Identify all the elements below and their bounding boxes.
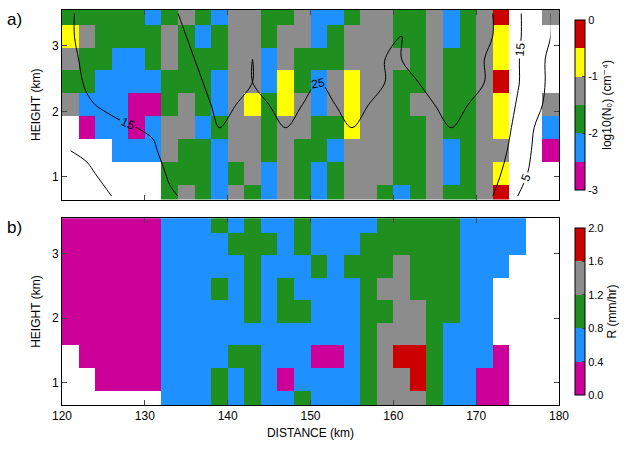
- svg-text:1.6: 1.6: [588, 255, 603, 267]
- svg-text:130: 130: [135, 409, 155, 423]
- svg-text:25: 25: [310, 75, 326, 91]
- svg-text:120: 120: [52, 409, 72, 423]
- svg-text:2: 2: [52, 311, 59, 325]
- svg-text:R (mm/hr): R (mm/hr): [605, 285, 619, 339]
- svg-text:180: 180: [549, 409, 569, 423]
- svg-text:HEIGHT (km): HEIGHT (km): [29, 275, 43, 347]
- svg-text:-3: -3: [588, 184, 598, 196]
- svg-text:5: 5: [518, 172, 534, 183]
- svg-text:3: 3: [52, 39, 59, 53]
- svg-text:HEIGHT (km): HEIGHT (km): [29, 69, 43, 141]
- svg-text:b): b): [7, 218, 22, 237]
- svg-text:0.0: 0.0: [588, 389, 603, 401]
- svg-text:2: 2: [52, 105, 59, 119]
- svg-text:a): a): [7, 10, 22, 29]
- svg-text:15: 15: [513, 42, 528, 57]
- svg-text:150: 150: [300, 409, 320, 423]
- svg-text:0.4: 0.4: [588, 356, 603, 368]
- svg-text:-2: -2: [588, 127, 598, 139]
- svg-text:0: 0: [588, 14, 594, 26]
- svg-text:DISTANCE (km): DISTANCE (km): [267, 426, 354, 440]
- svg-text:140: 140: [218, 409, 238, 423]
- svg-text:1: 1: [52, 376, 59, 390]
- svg-text:-1: -1: [588, 70, 598, 82]
- svg-text:2.0: 2.0: [588, 222, 603, 234]
- svg-text:1: 1: [52, 170, 59, 184]
- svg-text:log10(N₀) (cm⁻⁴): log10(N₀) (cm⁻⁴): [600, 60, 614, 150]
- svg-text:15: 15: [119, 114, 137, 132]
- svg-text:160: 160: [383, 409, 403, 423]
- svg-text:1.2: 1.2: [588, 289, 603, 301]
- svg-text:170: 170: [466, 409, 486, 423]
- svg-text:3: 3: [52, 247, 59, 261]
- svg-text:0.8: 0.8: [588, 322, 603, 334]
